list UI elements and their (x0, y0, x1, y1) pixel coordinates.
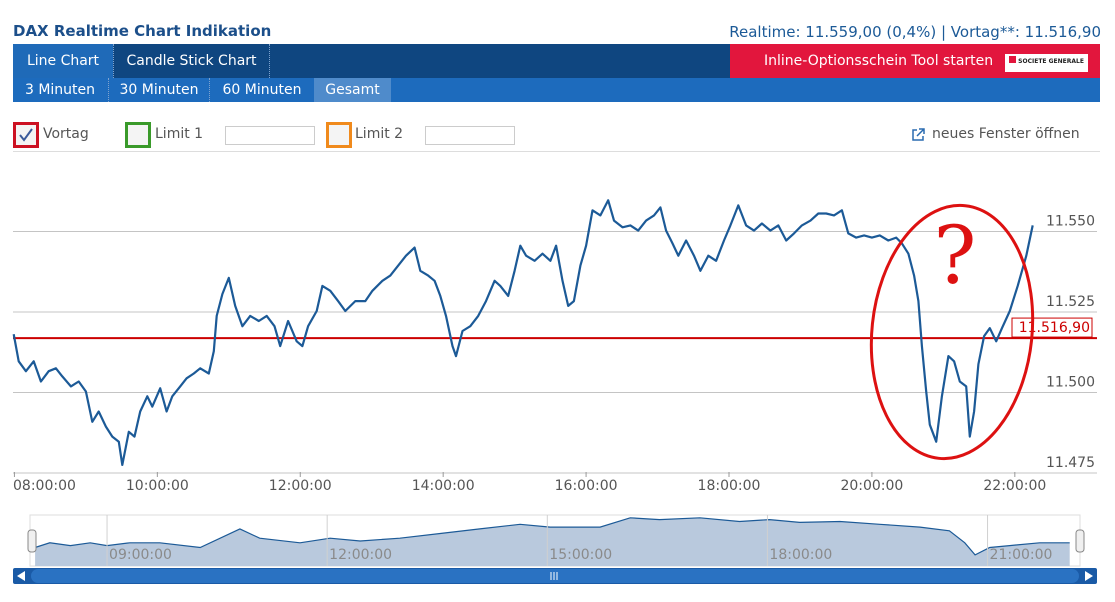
period-tab[interactable]: 3 Minuten (24, 82, 96, 98)
y-tick-label: 11.550 (1046, 214, 1095, 230)
logo-text: SOCIETE GENERALE (1018, 58, 1084, 65)
period-tab[interactable]: 30 Minuten (108, 78, 209, 102)
logo: SOCIETE GENERALE (1005, 54, 1088, 72)
y-tick-label: 11.475 (1046, 455, 1095, 471)
navigator-tick-label: 15:00:00 (549, 547, 612, 563)
x-tick-label: 14:00:00 (412, 478, 475, 494)
y-tick-label: 11.525 (1046, 294, 1095, 310)
check-icon (19, 128, 33, 142)
option-label: Vortag (43, 126, 89, 142)
price-line (12, 199, 1034, 466)
tab-active[interactable]: Line Chart (13, 44, 113, 78)
annotation-circle (869, 203, 1035, 461)
promo-label[interactable]: Inline-Optionsschein Tool starten (764, 53, 994, 69)
navigator-tick-label: 21:00:00 (990, 547, 1053, 563)
scroll-arrow-right[interactable] (1085, 571, 1093, 581)
period-tab[interactable]: 60 Minuten (209, 78, 314, 102)
navigator-tick-label: 12:00:00 (329, 547, 392, 563)
navigator-line (34, 517, 1070, 556)
y-tick-label: 11.500 (1046, 374, 1095, 390)
navigator-area (35, 517, 1070, 566)
option-label: Limit 2 (355, 126, 404, 142)
option-label: Limit 1 (155, 126, 204, 142)
scroll-arrow-left[interactable] (17, 571, 25, 581)
reference-label: 11.516,90 (1019, 320, 1090, 336)
limit-input[interactable] (425, 126, 515, 145)
checkbox[interactable] (125, 122, 151, 148)
navigator-tick-label: 18:00:00 (769, 547, 832, 563)
x-tick-label: 22:00:00 (983, 478, 1046, 494)
checkbox-checked[interactable] (13, 122, 39, 148)
period-tab-active[interactable]: Gesamt (314, 78, 391, 102)
x-tick-label: 20:00:00 (840, 478, 903, 494)
navigator-handle[interactable] (27, 529, 37, 553)
x-tick-label: 08:00:00 (13, 478, 76, 494)
new-window-link[interactable]: neues Fenster öffnen (932, 126, 1080, 142)
x-tick-label: 18:00:00 (698, 478, 761, 494)
navigator-handle[interactable] (1075, 529, 1085, 553)
scroll-thumb[interactable] (31, 569, 1079, 583)
navigator-tick-label: 09:00:00 (109, 547, 172, 563)
x-tick-label: 12:00:00 (269, 478, 332, 494)
checkbox[interactable] (326, 122, 352, 148)
tab[interactable]: Candle Stick Chart (113, 44, 270, 78)
x-tick-label: 10:00:00 (126, 478, 189, 494)
x-tick-label: 16:00:00 (555, 478, 618, 494)
limit-input[interactable] (225, 126, 315, 145)
annotation: ? (934, 209, 977, 302)
separator (13, 151, 1100, 152)
widget-title: DAX Realtime Chart Indikation (13, 22, 272, 40)
period-bar (13, 78, 1100, 102)
scroll-grip (550, 572, 558, 580)
quote: Realtime: 11.559,00 (0,4%) | Vortag**: 1… (729, 23, 1101, 41)
external-icon (912, 128, 925, 141)
